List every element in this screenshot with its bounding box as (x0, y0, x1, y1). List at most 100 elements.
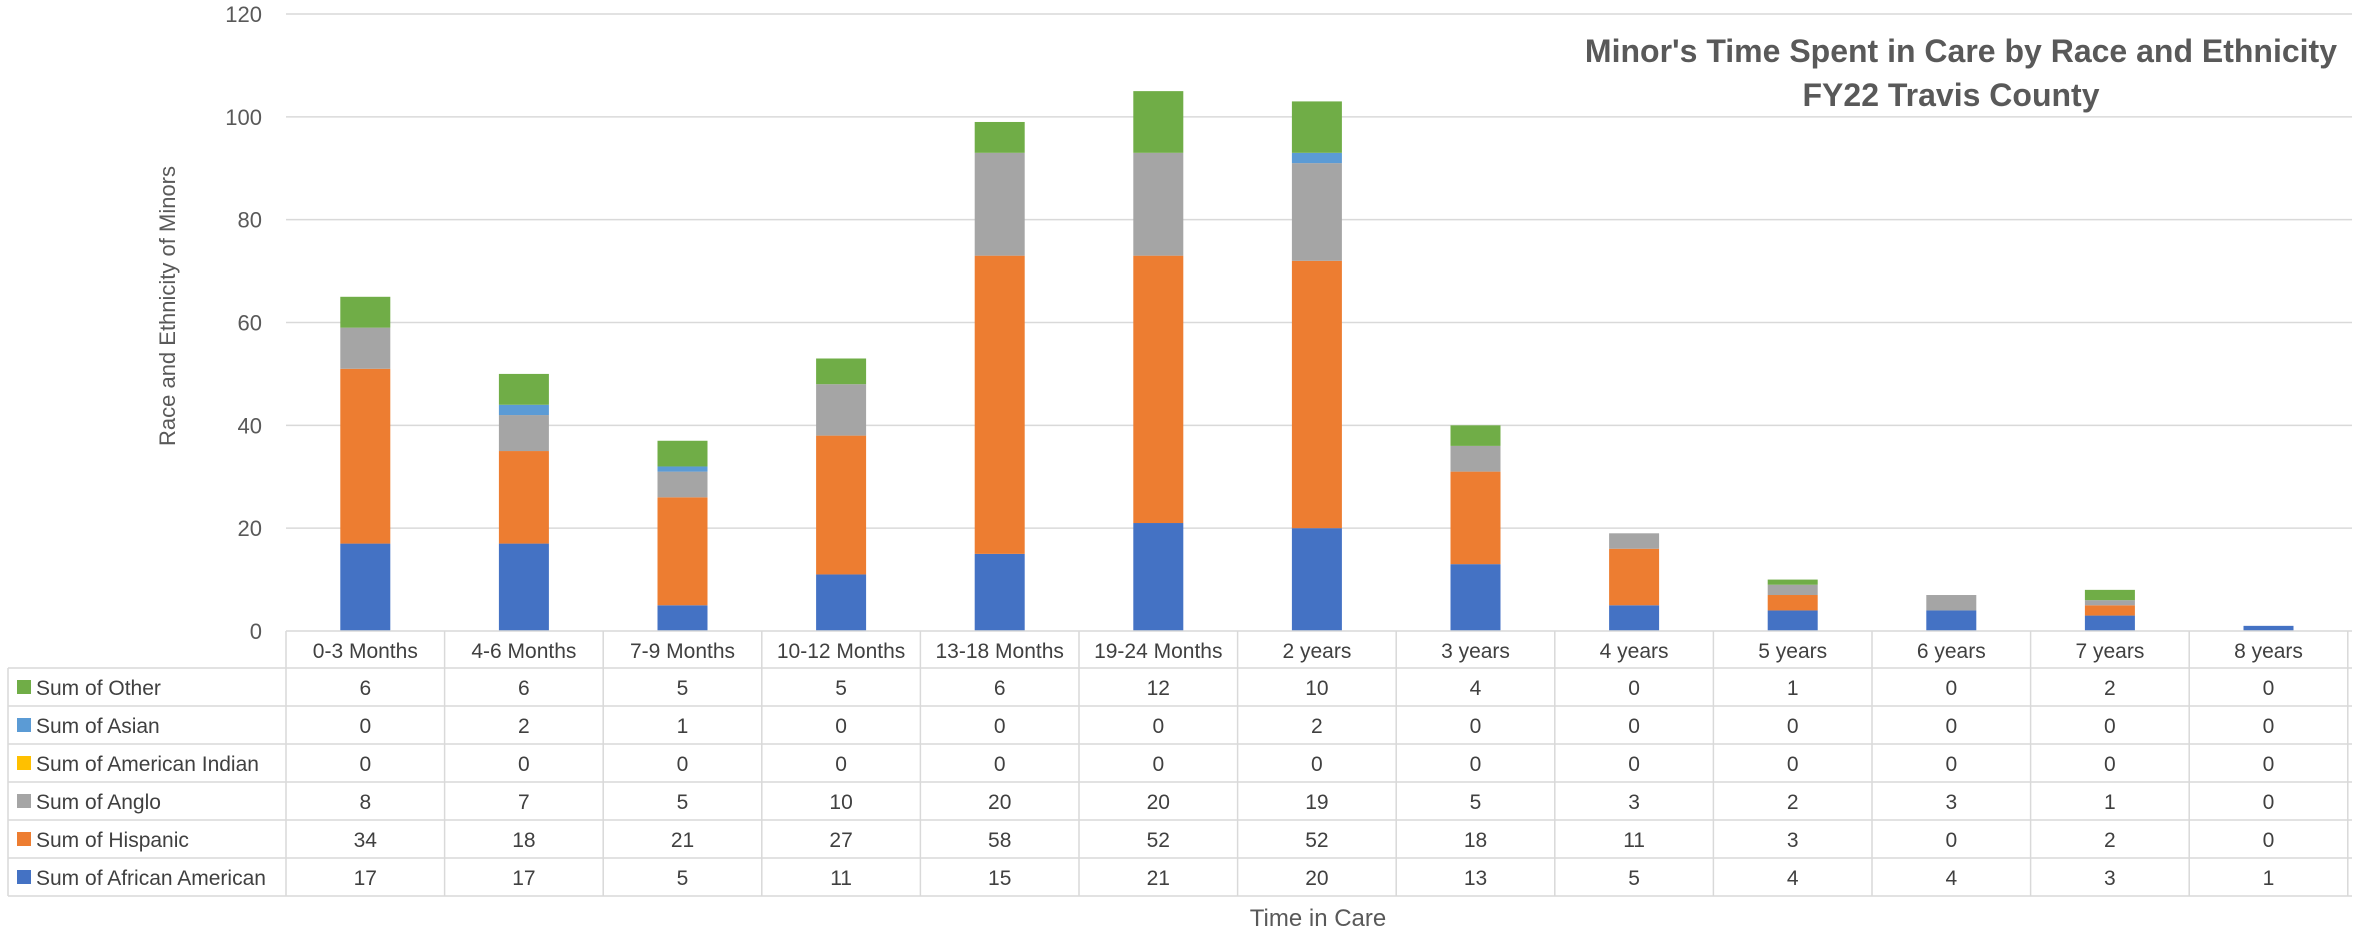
legend-key (17, 680, 31, 694)
data-label: 21 (671, 829, 694, 852)
y-tick-label: 0 (250, 619, 262, 644)
data-label: 10 (1305, 677, 1328, 700)
data-label: 20 (1305, 867, 1328, 890)
bar-segment (498, 373, 549, 405)
y-tick-label: 80 (238, 208, 262, 233)
bar-segment (974, 121, 1025, 153)
data-label: 0 (1152, 753, 1164, 776)
x-tick-label: 4-6 Months (471, 640, 576, 663)
bar-segment (340, 327, 391, 369)
bar-segment (1609, 605, 1660, 631)
bar-segment (657, 440, 708, 467)
data-label: 17 (354, 867, 377, 890)
bar-segment (1291, 152, 1342, 164)
data-label: 13 (1464, 867, 1487, 890)
data-label: 58 (988, 829, 1011, 852)
data-label: 3 (2104, 867, 2116, 890)
bar-segment (1609, 533, 1660, 549)
x-tick-label: 7 years (2075, 640, 2144, 663)
bar-segment (657, 605, 708, 631)
y-axis-label: Race and Ethnicity of Minors (155, 166, 180, 446)
data-label: 4 (1470, 677, 1482, 700)
data-label: 7 (518, 791, 530, 814)
data-label: 0 (1628, 677, 1640, 700)
y-tick-label: 20 (238, 516, 262, 541)
data-label: 3 (1945, 791, 1957, 814)
bar-segment (974, 553, 1025, 631)
data-label: 4 (1787, 867, 1799, 890)
legend-entry: Sum of American Indian (36, 753, 259, 776)
data-label: 6 (994, 677, 1006, 700)
data-label: 1 (1787, 677, 1799, 700)
data-label: 5 (677, 677, 689, 700)
x-tick-label: 0-3 Months (313, 640, 418, 663)
data-label: 1 (2263, 867, 2275, 890)
bar-segment (816, 435, 867, 575)
data-label: 0 (835, 753, 847, 776)
data-label: 18 (512, 829, 535, 852)
bar-segment (1767, 584, 1818, 596)
bar-segment (2243, 625, 2294, 631)
data-label: 0 (677, 753, 689, 776)
legend-key (17, 718, 31, 732)
data-label: 0 (359, 715, 371, 738)
bar-segment (498, 404, 549, 416)
x-axis-label: Time in Care (1250, 905, 1386, 931)
bar-segment (1450, 471, 1501, 565)
data-label: 0 (1311, 753, 1323, 776)
bar-segment (2084, 605, 2135, 616)
data-label: 2 (1787, 791, 1799, 814)
data-label: 5 (835, 677, 847, 700)
bar-segment (974, 152, 1025, 256)
data-label: 34 (354, 829, 378, 852)
data-label: 8 (359, 791, 371, 814)
bar-segment (340, 296, 391, 328)
data-label: 0 (1152, 715, 1164, 738)
data-label: 21 (1147, 867, 1170, 890)
data-label: 2 (2104, 829, 2116, 852)
data-label: 5 (677, 867, 689, 890)
bar-segment (2084, 589, 2135, 601)
x-tick-label: 8 years (2234, 640, 2303, 663)
bar-segment (1133, 255, 1184, 524)
legend-entry: Sum of Asian (36, 715, 160, 738)
data-label: 2 (2104, 677, 2116, 700)
x-tick-label: 13-18 Months (935, 640, 1063, 663)
bar-segment (657, 471, 708, 498)
data-label: 5 (1628, 867, 1640, 890)
bar-segment (498, 415, 549, 452)
bar-segment (498, 543, 549, 631)
data-table: 0-3 Months 4-6 Months 7-9 Months 10-12 Mont… (7, 630, 2352, 897)
data-label: 0 (1470, 715, 1482, 738)
data-label: 0 (994, 753, 1006, 776)
y-tick-label: 120 (225, 2, 262, 27)
y-tick-label: 100 (225, 105, 262, 130)
data-label: 0 (1945, 753, 1957, 776)
data-label: 6 (359, 677, 371, 700)
data-label: 4 (1945, 867, 1957, 890)
data-label: 12 (1147, 677, 1170, 700)
data-label: 3 (1628, 791, 1640, 814)
bar-segment (657, 497, 708, 606)
data-label: 11 (1623, 829, 1645, 852)
bars (340, 91, 2294, 631)
chart-subtitle: FY22 Travis County (1803, 77, 2100, 113)
bar-segment (340, 543, 391, 631)
bar-segment (816, 358, 867, 385)
legend-entry: Sum of Other (36, 677, 161, 700)
legend-key (17, 832, 31, 846)
data-label: 3 (1787, 829, 1799, 852)
data-label: 27 (829, 829, 852, 852)
bar-segment (1291, 101, 1342, 153)
data-label: 2 (1311, 715, 1323, 738)
x-tick-label: 2 years (1282, 640, 1351, 663)
bar-segment (1133, 152, 1184, 256)
data-label: 19 (1305, 791, 1328, 814)
bar-segment (816, 384, 867, 436)
bar-segment (816, 574, 867, 631)
chart-title: Minor's Time Spent in Care by Race and E… (1585, 33, 2337, 69)
data-label: 1 (2104, 791, 2116, 814)
x-tick-label: 6 years (1917, 640, 1986, 663)
bar-segment (1609, 548, 1660, 606)
